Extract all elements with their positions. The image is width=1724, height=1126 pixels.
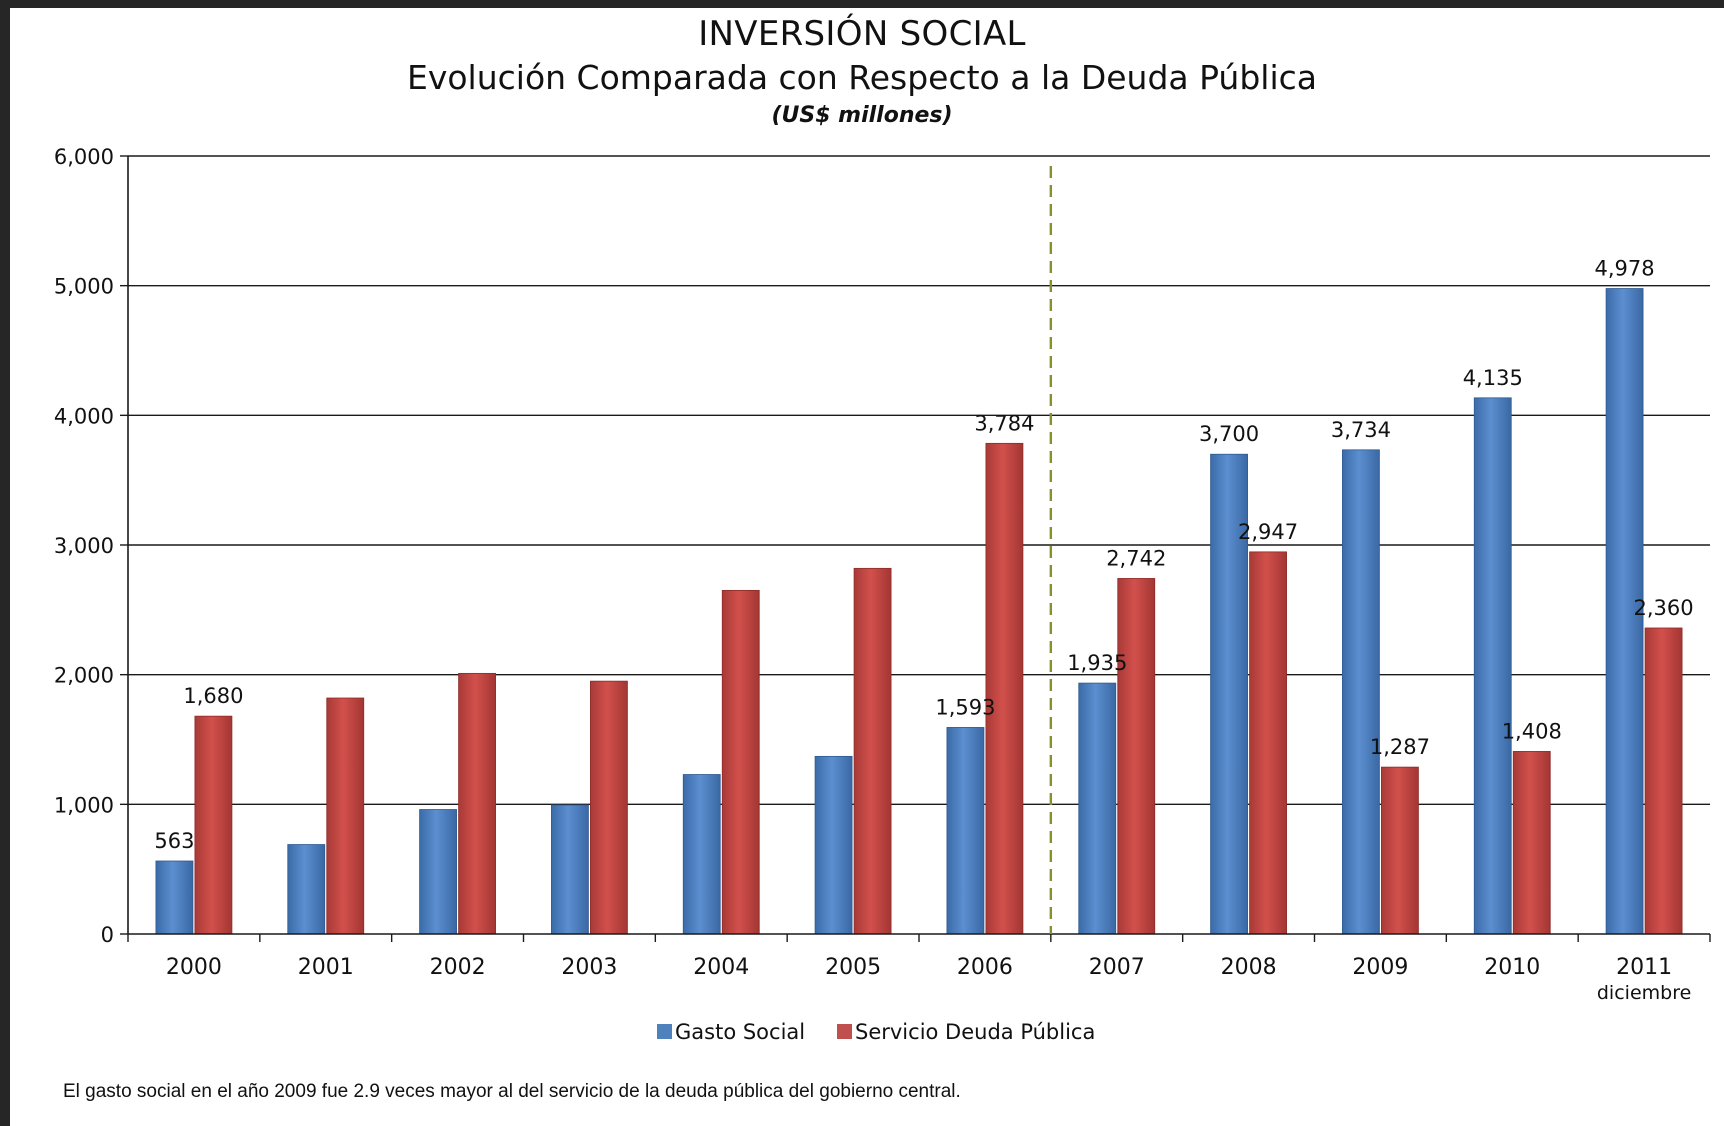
y-tick-label: 0 xyxy=(101,923,114,947)
data-labels: 563 1,680 1,593 3,784 1,935 2,742 3,700 2,947 3,… xyxy=(154,257,1693,853)
legend-label: Servicio Deuda Pública xyxy=(855,1020,1095,1044)
y-tick-label: 1,000 xyxy=(54,793,114,817)
chart-subtitle: Evolución Comparada con Respecto a la De… xyxy=(406,58,1317,97)
bar-gasto-social xyxy=(1605,288,1644,935)
bar-servicio-deuda xyxy=(1117,578,1156,935)
bar-gasto-social xyxy=(287,844,326,935)
bar-servicio-deuda xyxy=(590,680,628,935)
bar-servicio-deuda xyxy=(1512,751,1551,935)
x-tick-label: 2006 xyxy=(957,955,1013,980)
y-tick-label: 3,000 xyxy=(54,534,114,558)
bar-gasto-social xyxy=(419,809,457,935)
data-label: 2,360 xyxy=(1634,596,1694,620)
bar-servicio-deuda xyxy=(326,697,365,935)
x-tick-label: 2010 xyxy=(1484,955,1540,980)
bar-gasto-social xyxy=(155,860,194,935)
data-label: 3,700 xyxy=(1199,422,1259,446)
chart-frame xyxy=(10,8,1724,1126)
data-label: 4,135 xyxy=(1463,366,1523,390)
legend-swatch-gasto-social xyxy=(657,1024,672,1039)
x-tick-label: 2008 xyxy=(1221,955,1277,980)
bar-gasto-social xyxy=(1210,453,1248,935)
gridlines xyxy=(128,155,1710,806)
bar-gasto-social xyxy=(1473,397,1512,935)
chart-title-block: INVERSIÓN SOCIAL Evolución Comparada con… xyxy=(0,14,1724,128)
x-tick-label: 2002 xyxy=(430,955,486,980)
y-tick-label: 2,000 xyxy=(54,664,114,688)
bars xyxy=(155,288,1683,935)
legend-label: Gasto Social xyxy=(675,1020,805,1044)
legend-swatch-servicio-deuda xyxy=(837,1024,852,1039)
x-tick-label: 2011 xyxy=(1616,955,1672,980)
x-tick-label: 2003 xyxy=(561,955,617,980)
x-tick-label: 2000 xyxy=(166,955,222,980)
y-tick-label: 4,000 xyxy=(54,404,114,428)
chart-title: INVERSIÓN SOCIAL xyxy=(698,14,1026,54)
axes: 0 1,000 2,000 3,000 4,000 5,000 6,000 2000 2001 2… xyxy=(54,145,1711,1004)
bar-servicio-deuda xyxy=(1644,627,1683,935)
bar-servicio-deuda xyxy=(985,442,1024,935)
bar-servicio-deuda xyxy=(194,715,233,935)
x-tick-sublabel: diciembre xyxy=(1597,982,1691,1004)
bar-servicio-deuda xyxy=(1249,551,1287,935)
data-label: 2,947 xyxy=(1238,520,1298,544)
bar-gasto-social xyxy=(682,774,721,935)
data-label: 1,935 xyxy=(1067,651,1127,675)
bar-servicio-deuda xyxy=(1381,766,1419,935)
legend: Gasto Social Servicio Deuda Pública xyxy=(657,1020,1095,1044)
x-tick-label: 2001 xyxy=(298,955,354,980)
bar-servicio-deuda xyxy=(458,672,496,935)
data-label: 4,978 xyxy=(1595,257,1655,281)
data-label: 3,784 xyxy=(974,411,1034,435)
bar-servicio-deuda xyxy=(721,589,760,935)
data-label: 2,742 xyxy=(1106,546,1166,570)
chart-units: (US$ millones) xyxy=(771,103,953,128)
bar-gasto-social xyxy=(1342,449,1380,935)
bar-gasto-social xyxy=(1078,682,1117,935)
data-label: 1,408 xyxy=(1502,719,1562,743)
data-label: 1,680 xyxy=(183,684,243,708)
data-label: 3,734 xyxy=(1331,418,1391,442)
data-label: 563 xyxy=(154,829,194,853)
y-tick-label: 5,000 xyxy=(54,275,114,299)
x-tick-label: 2007 xyxy=(1089,955,1145,980)
bar-gasto-social xyxy=(551,804,589,935)
x-tick-label: 2004 xyxy=(693,955,749,980)
x-tick-label: 2005 xyxy=(825,955,881,980)
bar-gasto-social xyxy=(814,755,853,935)
y-tick-label: 6,000 xyxy=(54,145,114,169)
x-tick-label: 2009 xyxy=(1352,955,1408,980)
data-label: 1,287 xyxy=(1370,735,1430,759)
footnote: El gasto social en el año 2009 fue 2.9 v… xyxy=(63,1081,961,1102)
data-label: 1,593 xyxy=(935,695,995,719)
bar-gasto-social xyxy=(946,727,985,935)
bar-servicio-deuda xyxy=(853,567,892,935)
